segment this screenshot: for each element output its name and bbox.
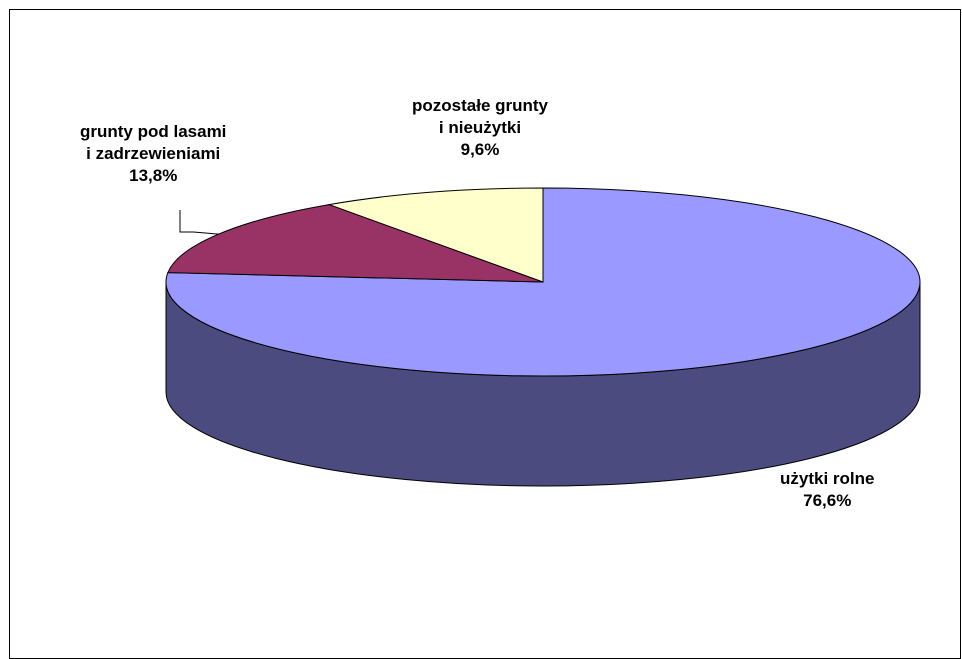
slice-value-agricultural: 76,6% <box>803 491 852 510</box>
slice-value-other: 9,6% <box>460 140 500 159</box>
slice-name-other-line1: pozostałe grunty <box>412 96 549 115</box>
data-label-forest: grunty pod lasami i zadrzewieniami 13,8% <box>80 121 226 187</box>
data-label-other: pozostałe grunty i nieużytki 9,6% <box>412 95 548 161</box>
pie-slice-1 <box>167 204 544 283</box>
slice-value-forest: 13,8% <box>129 166 178 185</box>
slice-name-other-line2: i nieużytki <box>438 118 522 137</box>
pie-slices <box>165 187 921 377</box>
slice-name-agricultural: użytki rolne <box>780 469 875 488</box>
slice-name-forest-line2: i zadrzewieniami <box>86 144 221 163</box>
leader-line-forest <box>179 210 219 235</box>
slice-name-forest-line1: grunty pod lasami <box>80 122 227 141</box>
pie-slice-2 <box>327 187 544 283</box>
data-label-agricultural: użytki rolne 76,6% <box>780 468 874 512</box>
